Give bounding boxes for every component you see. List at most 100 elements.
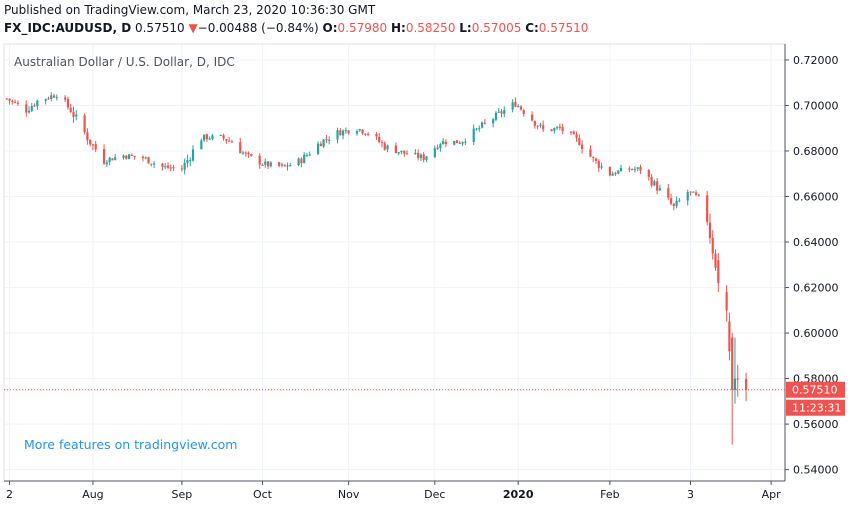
candle-body [152,163,156,165]
candle-body [478,128,481,130]
candle-body [380,142,384,144]
time-tick-label: 3 [687,488,694,501]
candle-body [575,134,578,138]
candle-body [125,155,128,159]
candle-body [608,166,612,176]
candle-body [303,154,306,164]
candle-body [241,152,245,154]
candle-body [50,95,53,99]
price-axis[interactable]: 0.72000 0.70000 0.68000 0.66000 0.64000 0.620… [785,54,839,477]
candle-body [656,181,659,191]
symbol-label: FX_IDC:AUDUSD, D [4,21,132,35]
candle-body [628,168,631,170]
candle-body [636,167,639,169]
candle-body [133,155,136,157]
candle-body [222,135,225,139]
candle-body [27,110,31,113]
candle-body [191,149,195,161]
candle-body [289,164,292,167]
candle-body [102,149,106,164]
candle-body [122,155,125,158]
candle-body [536,125,539,127]
candle-body [200,140,203,150]
candle-body [694,192,698,195]
candle-body [114,157,117,160]
time-tick-label: Nov [338,488,360,501]
candle-body [361,129,364,134]
candle-body [75,114,78,117]
candle-body [697,194,700,196]
candle-body [475,128,478,130]
candle-body [503,109,506,114]
candle-body [453,140,456,145]
time-tick-label: Oct [253,488,273,501]
candle-body [614,173,617,175]
candle-body [419,154,423,158]
time-axis[interactable]: 2 Aug Sep Oct Nov Dec 2020 Feb 3 Apr [6,481,781,501]
candle-body [555,127,559,129]
candle-body [725,292,728,311]
candle-body [492,119,495,124]
candle-body [328,139,331,141]
candle-body [208,138,211,140]
candle-body [733,378,737,390]
time-tick-label: 2 [6,488,13,501]
candle-body [711,237,714,254]
candle-body [144,157,147,159]
chart-title: Australian Dollar / U.S. Dollar, D, IDC [14,55,235,69]
candle-body [205,134,208,140]
candle-body [161,163,164,167]
candle-body [111,158,114,161]
candle-body [619,167,623,172]
candle-body [319,143,322,147]
candle-body [558,126,561,128]
candle-body [692,191,695,193]
low-value: 0.57005 [471,21,522,35]
candle-body [150,163,153,165]
countdown-value: 11:23:31 [792,402,841,415]
candle-body [553,128,556,131]
candle-body [511,102,514,110]
candle-body [5,98,8,100]
candle-body [581,144,584,150]
candle-body [339,130,342,136]
candle-body [211,135,214,139]
candle-body [269,162,272,167]
candle-body [341,130,345,136]
candle-body [30,106,33,111]
candle-body [533,120,536,126]
candle-body [108,157,111,163]
price-tick-label: 0.72000 [793,54,839,67]
price-tick-label: 0.62000 [793,282,839,295]
candle-body [72,111,75,117]
candle-body [514,102,517,107]
candle-body [414,152,417,154]
grid-lines [4,44,785,481]
candle-body [16,102,19,104]
candle-body [708,222,712,239]
candle-body [105,162,108,165]
promo-link[interactable]: More features on tradingview.com [24,437,237,452]
candle-body [55,97,58,99]
candle-body [439,144,442,149]
candles-layer [5,92,748,445]
candle-body [25,104,28,113]
candle-body [183,163,186,170]
down-arrow-icon: ▼ [188,21,198,35]
candle-body [325,139,328,141]
candle-body [52,95,56,98]
high-label: H: [390,21,406,35]
candle-body [686,192,689,201]
candle-body [280,164,284,166]
candle-body [347,130,350,134]
candle-body [442,141,445,145]
candle-body [736,378,739,380]
time-tick-label: Dec [424,488,445,501]
candle-body [675,200,678,207]
candle-body [239,142,242,154]
candle-body [286,165,289,167]
candle-body [597,161,600,168]
candle-body [611,173,614,176]
candle-body [728,321,731,352]
